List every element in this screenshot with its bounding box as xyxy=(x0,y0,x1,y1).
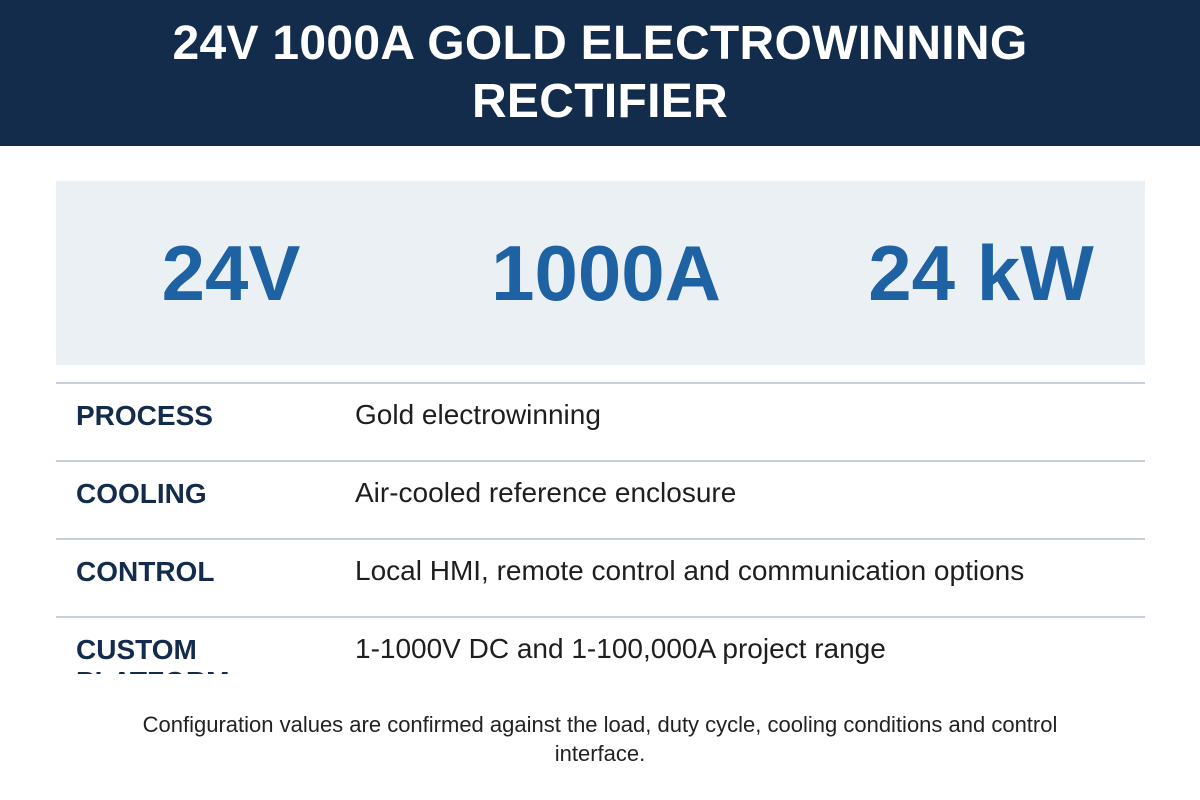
spec-label-cooling: COOLING xyxy=(76,478,207,509)
spec-value-custom-platform: 1-1000V DC and 1-100,000A project range xyxy=(355,633,886,664)
header-banner: 24V 1000A GOLD ELECTROWINNING RECTIFIER xyxy=(0,0,1200,146)
spec-row-process: PROCESS Gold electrowinning xyxy=(56,382,1145,460)
spec-value-control: Local HMI, remote control and communicat… xyxy=(355,555,1025,586)
spec-value-cooling: Air-cooled reference enclosure xyxy=(355,477,737,508)
page-title: 24V 1000A GOLD ELECTROWINNING RECTIFIER xyxy=(172,17,1028,128)
voltage-metric: 24V xyxy=(161,229,301,317)
key-metrics-panel: 24V 1000A 24 kW xyxy=(56,181,1145,365)
spec-row-custom-platform: CUSTOM PLATFORM 1-1000V DC and 1-100,000… xyxy=(56,616,1145,674)
current-metric: 1000A xyxy=(491,229,721,317)
power-metric: 24 kW xyxy=(868,229,1094,317)
spec-value-process: Gold electrowinning xyxy=(355,399,601,430)
spec-row-cooling: COOLING Air-cooled reference enclosure xyxy=(56,460,1145,538)
spec-label-custom-platform: CUSTOM PLATFORM xyxy=(76,634,229,674)
spec-label-control: CONTROL xyxy=(76,556,215,587)
spec-row-control: CONTROL Local HMI, remote control and co… xyxy=(56,538,1145,616)
spec-label-process: PROCESS xyxy=(76,400,213,431)
spec-table: PROCESS Gold electrowinning COOLING Air-… xyxy=(56,382,1145,674)
footnote: Configuration values are confirmed again… xyxy=(142,712,1058,766)
